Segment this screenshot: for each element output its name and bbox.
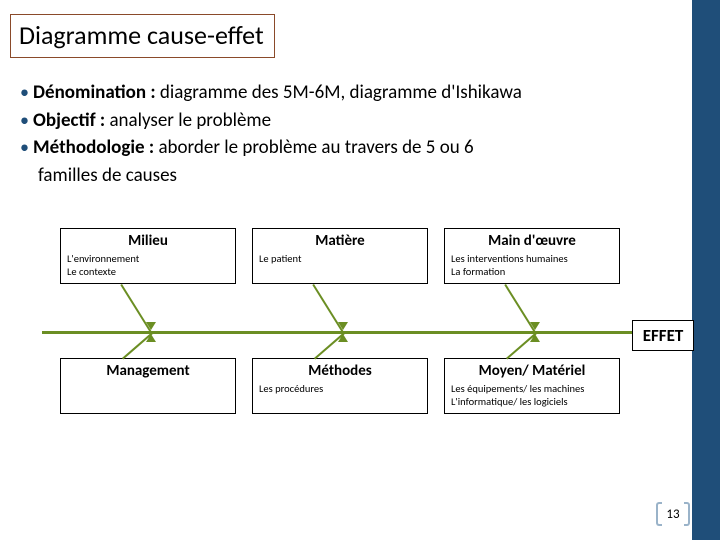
bullet-continuation: familles de causes — [20, 163, 670, 189]
bracket-right-icon — [684, 502, 690, 526]
bullet-text: diagramme des 5M-6M, diagramme d'Ishikaw… — [160, 81, 522, 104]
cause-header: Matière — [253, 229, 427, 250]
bracket-left-icon — [656, 502, 662, 526]
cause-body — [61, 380, 235, 386]
page-title: Diagramme cause-effet — [19, 19, 264, 51]
rib-arrowhead-icon — [146, 322, 156, 330]
cause-box: Management — [60, 358, 236, 414]
bullet-dot-icon: • — [20, 109, 33, 131]
bullet-text: aborder le problème au travers de 5 ou 6 — [158, 136, 473, 159]
cause-box: Main d'œuvreLes interventions humaines L… — [444, 228, 620, 284]
page-number: 13 — [666, 507, 679, 522]
cause-box: Moyen/ MatérielLes équipements/ les mach… — [444, 358, 620, 414]
cause-body: Les équipements/ les machines L'informat… — [445, 380, 619, 412]
rib-arrowhead-icon — [530, 322, 540, 330]
bullet-label: Dénomination : — [33, 81, 160, 104]
bullet-item: • Objectif : analyser le problème — [20, 108, 670, 134]
cause-header: Milieu — [61, 229, 235, 250]
bullet-text: analyser le problème — [109, 109, 271, 132]
bullet-item: • Dénomination : diagramme des 5M-6M, di… — [20, 80, 670, 106]
cause-box: MatièreLe patient — [252, 228, 428, 284]
cause-body: Les procédures — [253, 380, 427, 399]
bullet-label: Objectif : — [33, 109, 109, 132]
cause-body: Les interventions humaines La formation — [445, 250, 619, 282]
cause-body: L'environnement Le contexte — [61, 250, 235, 282]
bullet-item: • Méthodologie : aborder le problème au … — [20, 135, 670, 161]
rib-arrowhead-icon — [530, 334, 540, 342]
cause-header: Méthodes — [253, 359, 427, 380]
cause-box: MilieuL'environnement Le contexte — [60, 228, 236, 284]
rib-arrowhead-icon — [338, 334, 348, 342]
bullet-list: • Dénomination : diagramme des 5M-6M, di… — [20, 80, 670, 189]
rib-arrowhead-icon — [146, 334, 156, 342]
effect-box: EFFET — [632, 320, 694, 351]
bullet-dot-icon: • — [20, 81, 33, 103]
bullet-label: Méthodologie : — [33, 136, 158, 159]
title-box: Diagramme cause-effet — [10, 14, 275, 58]
bullet-dot-icon: • — [20, 136, 33, 158]
cause-box: MéthodesLes procédures — [252, 358, 428, 414]
page-number-badge: 13 — [660, 502, 686, 526]
rib-arrowhead-icon — [338, 322, 348, 330]
cause-header: Moyen/ Matériel — [445, 359, 619, 380]
right-accent-bar — [692, 0, 720, 540]
cause-body: Le patient — [253, 250, 427, 269]
ishikawa-diagram: MilieuL'environnement Le contexte Matière… — [42, 228, 682, 448]
cause-header: Management — [61, 359, 235, 380]
cause-header: Main d'œuvre — [445, 229, 619, 250]
